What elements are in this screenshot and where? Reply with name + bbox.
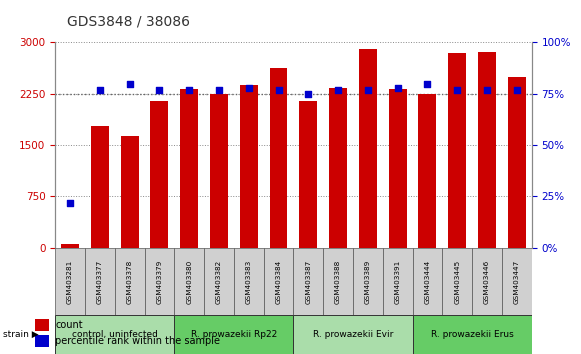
- Point: [423, 81, 432, 86]
- Text: GSM403379: GSM403379: [156, 259, 163, 304]
- Bar: [418, 94, 436, 248]
- Text: GSM403446: GSM403446: [484, 259, 490, 304]
- Bar: [234, 248, 264, 315]
- Text: GSM403445: GSM403445: [454, 259, 460, 304]
- Bar: [413, 315, 532, 354]
- Bar: [61, 244, 79, 248]
- Bar: [389, 89, 407, 248]
- Point: [125, 81, 134, 86]
- Bar: [55, 248, 85, 315]
- Text: R. prowazekii Rp22: R. prowazekii Rp22: [191, 330, 277, 339]
- Bar: [264, 248, 293, 315]
- Bar: [35, 335, 49, 347]
- Bar: [413, 248, 442, 315]
- Bar: [174, 248, 204, 315]
- Bar: [180, 89, 198, 248]
- Point: [66, 200, 75, 205]
- Bar: [383, 248, 413, 315]
- Bar: [293, 248, 323, 315]
- Bar: [293, 315, 413, 354]
- Bar: [449, 53, 466, 248]
- Point: [214, 87, 224, 92]
- Text: GSM403387: GSM403387: [305, 259, 311, 304]
- Point: [393, 85, 402, 91]
- Point: [185, 87, 194, 92]
- Bar: [472, 248, 502, 315]
- Text: GSM403444: GSM403444: [424, 259, 431, 304]
- Bar: [323, 248, 353, 315]
- Bar: [240, 85, 258, 248]
- Bar: [35, 319, 49, 331]
- Bar: [145, 248, 174, 315]
- Bar: [359, 49, 376, 248]
- Bar: [299, 101, 317, 248]
- Text: GSM403391: GSM403391: [394, 259, 401, 304]
- Point: [333, 87, 343, 92]
- Text: GSM403377: GSM403377: [97, 259, 103, 304]
- Text: strain ▶: strain ▶: [3, 330, 38, 339]
- Text: GDS3848 / 38086: GDS3848 / 38086: [67, 14, 190, 28]
- Bar: [174, 315, 293, 354]
- Bar: [55, 315, 174, 354]
- Bar: [502, 248, 532, 315]
- Text: GSM403281: GSM403281: [67, 259, 73, 304]
- Bar: [210, 94, 228, 248]
- Point: [453, 87, 462, 92]
- Bar: [442, 248, 472, 315]
- Text: GSM403380: GSM403380: [186, 259, 192, 304]
- Text: GSM403382: GSM403382: [216, 259, 222, 304]
- Bar: [85, 248, 115, 315]
- Text: percentile rank within the sample: percentile rank within the sample: [55, 336, 220, 346]
- Text: R. prowazekii Evir: R. prowazekii Evir: [313, 330, 393, 339]
- Bar: [91, 126, 109, 248]
- Text: GSM403378: GSM403378: [127, 259, 132, 304]
- Text: GSM403383: GSM403383: [246, 259, 252, 304]
- Bar: [204, 248, 234, 315]
- Bar: [508, 77, 526, 248]
- Bar: [270, 68, 288, 248]
- Point: [512, 87, 521, 92]
- Bar: [150, 101, 168, 248]
- Text: GSM403389: GSM403389: [365, 259, 371, 304]
- Bar: [478, 52, 496, 248]
- Text: GSM403447: GSM403447: [514, 259, 520, 304]
- Point: [155, 87, 164, 92]
- Bar: [121, 136, 139, 248]
- Point: [363, 87, 372, 92]
- Point: [304, 91, 313, 97]
- Point: [482, 87, 492, 92]
- Text: R. prowazekii Erus: R. prowazekii Erus: [431, 330, 514, 339]
- Point: [274, 87, 283, 92]
- Point: [95, 87, 105, 92]
- Text: count: count: [55, 320, 83, 330]
- Bar: [115, 248, 145, 315]
- Point: [244, 85, 253, 91]
- Text: GSM403384: GSM403384: [275, 259, 282, 304]
- Bar: [329, 88, 347, 248]
- Text: GSM403388: GSM403388: [335, 259, 341, 304]
- Bar: [353, 248, 383, 315]
- Text: control, uninfected: control, uninfected: [72, 330, 157, 339]
